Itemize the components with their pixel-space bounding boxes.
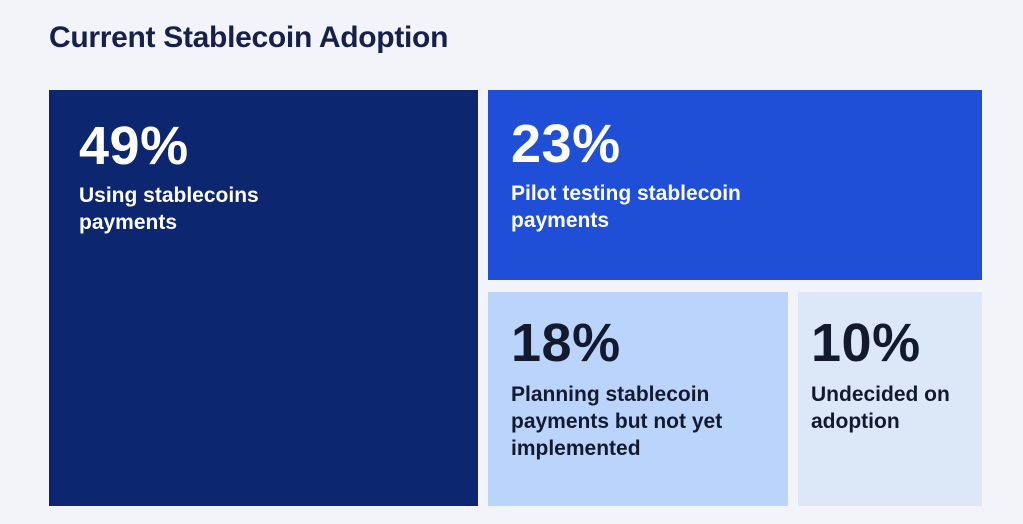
tile-undecided: 10% Undecided on adoption: [798, 292, 982, 506]
tile-planning: 18% Planning stablecoin payments but not …: [488, 292, 788, 506]
tile-percentage: 49%: [79, 116, 189, 176]
tile-description: Undecided on adoption: [811, 383, 950, 433]
tile-percentage: 23%: [511, 114, 621, 174]
chart-title: Current Stablecoin Adoption: [49, 21, 449, 54]
tile-using: 49% Using stablecoins payments: [49, 90, 478, 506]
tile-description: Using stablecoins payments: [79, 184, 259, 234]
tile-description: Planning stablecoin payments but not yet…: [511, 383, 723, 460]
tile-pilot: 23% Pilot testing stablecoin payments: [488, 90, 982, 280]
tile-description: Pilot testing stablecoin payments: [511, 182, 741, 232]
tile-percentage: 10%: [811, 313, 921, 373]
tile-percentage: 18%: [511, 313, 621, 373]
